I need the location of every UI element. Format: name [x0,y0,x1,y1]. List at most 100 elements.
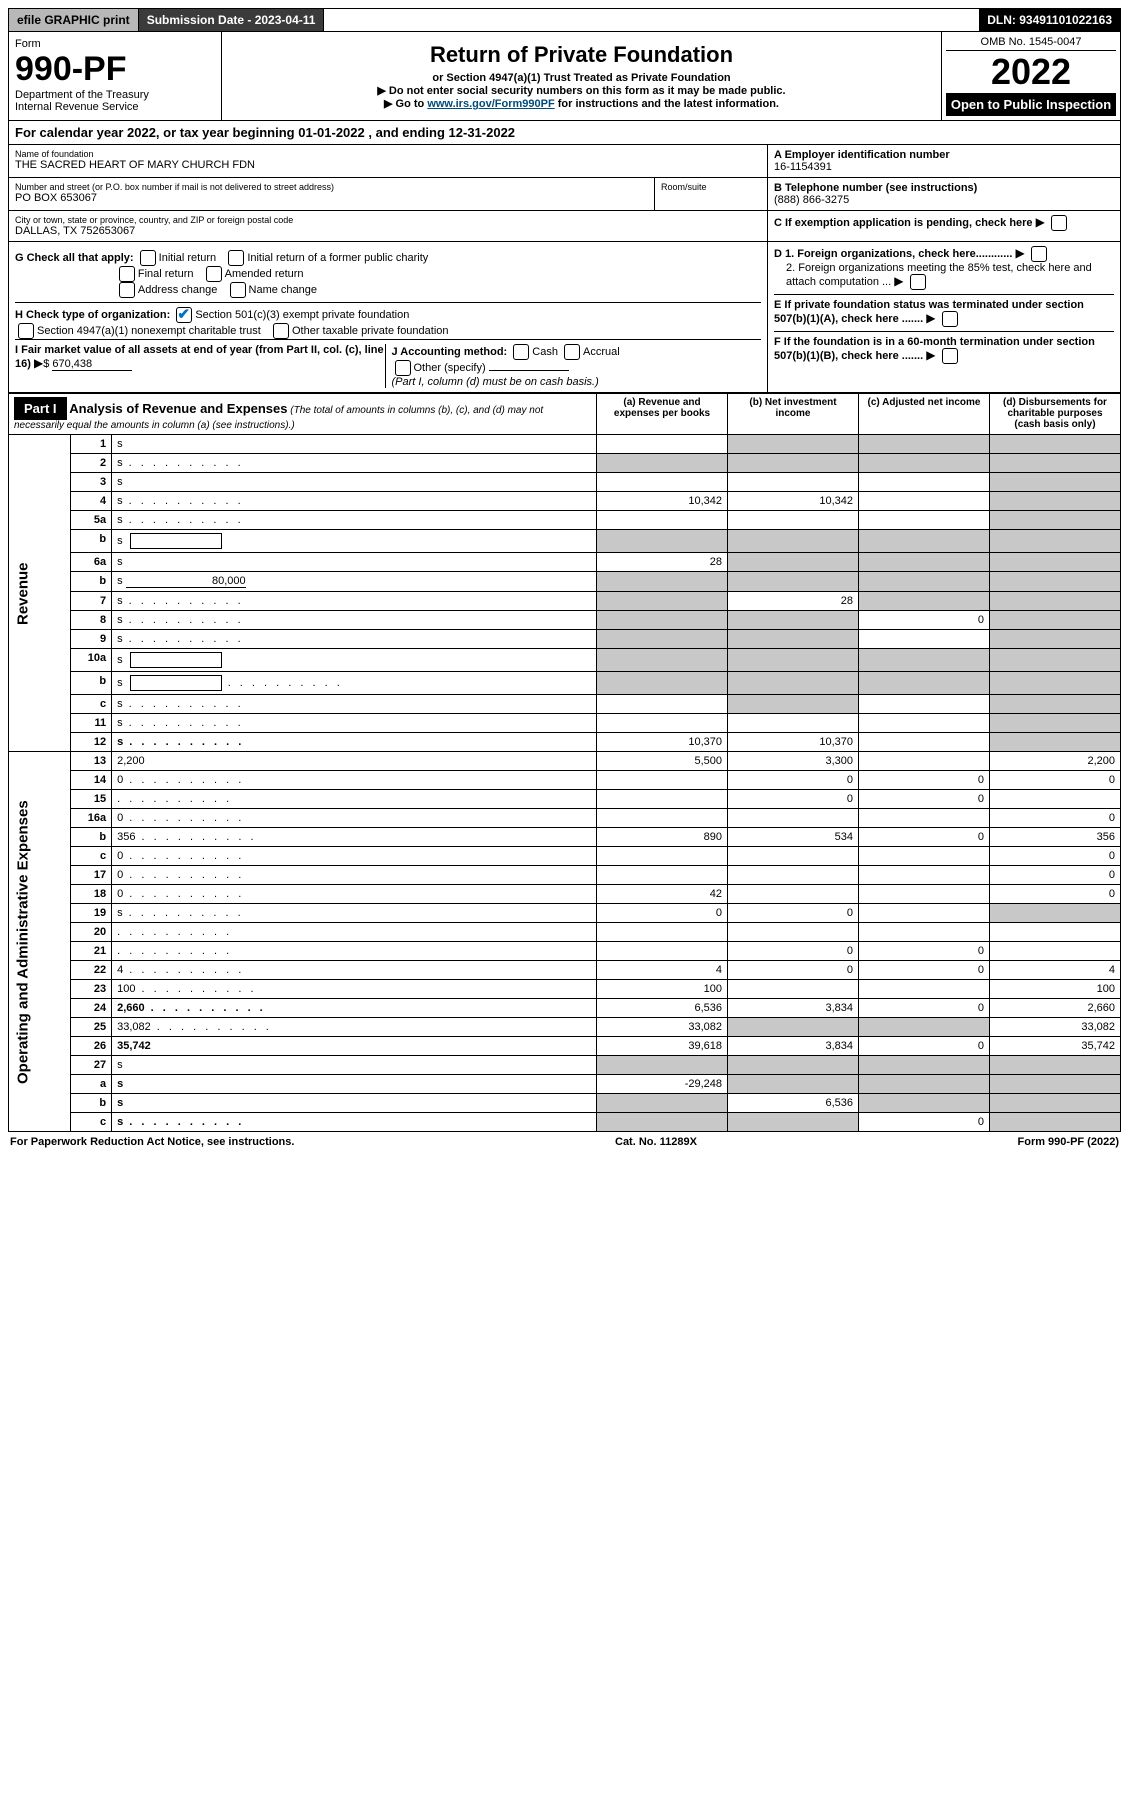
table-row: 2100 [9,942,1121,961]
value-cell: 10,370 [597,733,728,752]
e-checkbox[interactable] [942,311,958,327]
phone-cell: B Telephone number (see instructions) (8… [768,178,1120,210]
calendar-year-line: For calendar year 2022, or tax year begi… [8,121,1121,145]
value-cell [990,714,1121,733]
value-cell [597,923,728,942]
table-row: 2s [9,454,1121,473]
header-left: Form 990-PF Department of the Treasury I… [9,32,222,120]
h-501c3-checkbox[interactable] [176,307,192,323]
line-number: b [71,572,112,592]
value-cell: 0 [728,942,859,961]
table-row: bs 80,000 [9,572,1121,592]
table-row: 8s0 [9,611,1121,630]
g-initial-former-checkbox[interactable] [228,250,244,266]
j-other-checkbox[interactable] [395,360,411,376]
instructions-link[interactable]: www.irs.gov/Form990PF [427,98,554,110]
line-description: s [112,649,597,672]
value-cell [990,592,1121,611]
line-number: 25 [71,1018,112,1037]
table-row: 20 [9,923,1121,942]
line-number: 20 [71,923,112,942]
value-cell [990,733,1121,752]
line-description: s [112,672,597,695]
value-cell: 6,536 [728,1094,859,1113]
line-number: c [71,695,112,714]
value-cell: 10,370 [728,733,859,752]
entity-row-2: Number and street (or P.O. box number if… [8,178,1121,211]
table-row: bs [9,672,1121,695]
value-cell [990,1056,1121,1075]
line-number: 21 [71,942,112,961]
line-description: 0 [112,866,597,885]
open-public-badge: Open to Public Inspection [946,93,1116,116]
d1-checkbox[interactable] [1031,246,1047,262]
line-description: s [112,435,597,454]
footer-left: For Paperwork Reduction Act Notice, see … [10,1136,294,1148]
line-description: s [112,473,597,492]
entity-row-1: Name of foundation THE SACRED HEART OF M… [8,145,1121,178]
value-cell [597,511,728,530]
value-cell [597,672,728,695]
value-cell [990,572,1121,592]
header-center: Return of Private Foundation or Section … [222,32,941,120]
line-description: 2,660 [112,999,597,1018]
g-initial-checkbox[interactable] [140,250,156,266]
value-cell: 0 [859,790,990,809]
line-number: c [71,1113,112,1132]
value-cell [728,1056,859,1075]
line-number: 23 [71,980,112,999]
c-checkbox[interactable] [1051,215,1067,231]
line-description: s [112,511,597,530]
value-cell [728,809,859,828]
value-cell [597,454,728,473]
value-cell: 10,342 [728,492,859,511]
check-block: G Check all that apply: Initial return I… [8,242,1121,393]
j-cash-checkbox[interactable] [513,344,529,360]
line-description: s [112,454,597,473]
table-row: 1700 [9,866,1121,885]
table-row: 27s [9,1056,1121,1075]
value-cell [728,695,859,714]
value-cell [728,553,859,572]
line-number: 17 [71,866,112,885]
value-cell [728,672,859,695]
value-cell: 0 [859,961,990,980]
value-cell [990,1094,1121,1113]
g-address-checkbox[interactable] [119,282,135,298]
value-cell: 0 [597,904,728,923]
h-4947-checkbox[interactable] [18,323,34,339]
d2-checkbox[interactable] [910,274,926,290]
value-cell: 0 [728,771,859,790]
value-cell [597,809,728,828]
line-number: b [71,530,112,553]
part1-label: Part I [14,397,67,420]
value-cell [597,649,728,672]
g-name-checkbox[interactable] [230,282,246,298]
value-cell [728,473,859,492]
j-accrual-checkbox[interactable] [564,344,580,360]
line-number: b [71,672,112,695]
line-description: s [112,1113,597,1132]
table-row: 10as [9,649,1121,672]
address-value: PO BOX 653067 [15,192,97,204]
value-cell: 33,082 [597,1018,728,1037]
value-cell [859,572,990,592]
value-cell [859,435,990,454]
table-row: b3568905340356 [9,828,1121,847]
value-cell [597,714,728,733]
top-bar: efile GRAPHIC print Submission Date - 20… [8,8,1121,32]
g-final-checkbox[interactable] [119,266,135,282]
value-cell: 5,500 [597,752,728,771]
value-cell [990,435,1121,454]
value-cell: 356 [990,828,1121,847]
value-cell [597,611,728,630]
line-description [112,923,597,942]
f-checkbox[interactable] [942,348,958,364]
value-cell [728,1075,859,1094]
value-cell [597,695,728,714]
value-cell [597,1056,728,1075]
g-amended-checkbox[interactable] [206,266,222,282]
h-other-checkbox[interactable] [273,323,289,339]
value-cell [990,790,1121,809]
efile-print-label[interactable]: efile GRAPHIC print [9,9,139,31]
